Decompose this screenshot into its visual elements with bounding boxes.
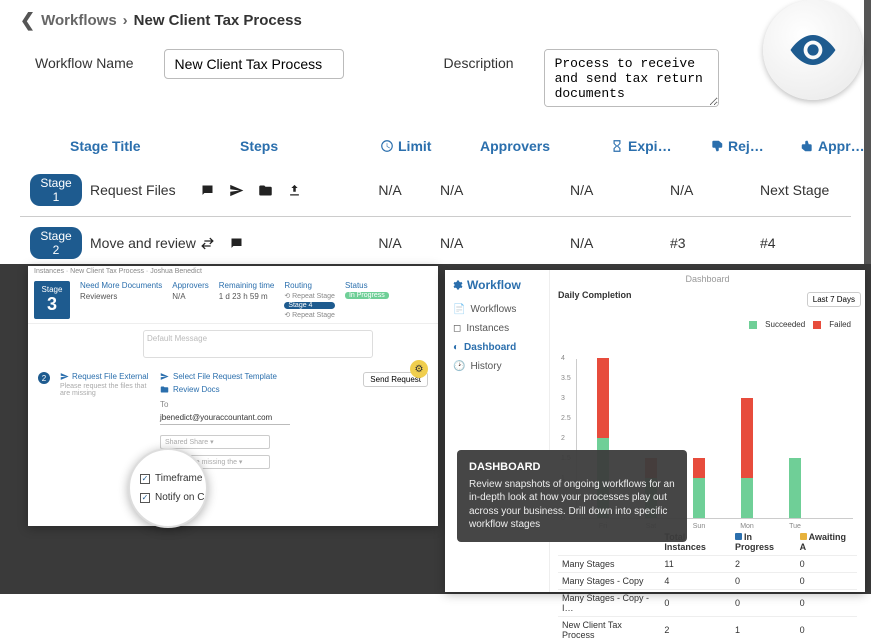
col-approve[interactable]: Appr… (800, 138, 871, 154)
nav-instances[interactable]: ◻ Instances (451, 319, 543, 338)
preview-eye-bubble[interactable] (763, 0, 863, 100)
stage-row[interactable]: Stage 1Request FilesN/AN/AN/AN/ANext Sta… (20, 164, 851, 217)
send-icon (229, 183, 244, 198)
to-email-field[interactable]: jbenedict@youraccountant.com (160, 411, 290, 425)
col-steps[interactable]: Steps (240, 138, 380, 154)
step-icons (200, 183, 340, 198)
filter-last7-button[interactable]: Last 7 Days (807, 292, 861, 307)
send-icon (60, 372, 69, 381)
timeframe-checkbox[interactable]: ✓ (140, 474, 150, 484)
stage-approvers: N/A (440, 235, 570, 251)
stage-expires: N/A (570, 235, 670, 251)
col-stage-title[interactable]: Stage Title (70, 138, 240, 154)
nav-dashboard[interactable]: ◐ Dashboard (451, 338, 543, 357)
stage-reject: #3 (670, 235, 760, 251)
stage-approve: Next Stage (760, 182, 870, 198)
table-header: Awaiting A (796, 529, 857, 556)
stage-title: Move and review (90, 235, 200, 251)
upload-icon (287, 183, 302, 198)
legend-failed-swatch (813, 321, 821, 329)
clock-icon (380, 139, 394, 153)
stage-title: Request Files (90, 182, 200, 198)
magnify-options: ✓Timeframe ✓Notify on C (128, 448, 208, 528)
dashboard-nav: Workflow 📄 Workflows ◻ Instances ◐ Dashb… (445, 270, 550, 592)
detail-breadcrumb: Instances · New Client Tax Process · Jos… (28, 266, 438, 277)
hourglass-icon (610, 139, 624, 153)
status-badge: In Progress (345, 292, 389, 299)
workflow-name-input[interactable] (164, 49, 344, 79)
folder-icon (258, 183, 273, 198)
table-row[interactable]: Many Stages - Copy - I…000 (558, 590, 857, 617)
default-message-input[interactable]: Default Message (143, 330, 373, 358)
description-input[interactable]: Process to receive and send tax return d… (544, 49, 719, 107)
dashboard-tooltip: DASHBOARD Review snapshots of ongoing wo… (457, 450, 687, 542)
thumbs-up-icon (800, 139, 814, 153)
notify-checkbox[interactable]: ✓ (140, 493, 150, 503)
stage-row[interactable]: Stage 2Move and reviewN/AN/AN/A#3#4 (20, 217, 851, 270)
col-expires[interactable]: Expi… (610, 138, 710, 154)
stage-pill: Stage 1 (30, 174, 82, 206)
table-row[interactable]: New Client Tax Process210 (558, 617, 857, 643)
dashboard-header: Dashboard (558, 274, 857, 284)
eye-icon (790, 35, 836, 65)
detail-stage-name: Need More Documents (80, 281, 162, 290)
select-template-link[interactable]: Select File Request Template (173, 372, 277, 381)
breadcrumb-separator: › (123, 12, 128, 29)
comment-icon (229, 236, 244, 251)
nav-workflows[interactable]: 📄 Workflows (451, 300, 543, 319)
stage-grid-header: Stage Title Steps Limit Approvers Expi… … (20, 132, 851, 164)
stage-pill: Stage 2 (30, 227, 82, 259)
chart-legend: Succeeded Failed (558, 320, 857, 329)
nav-history[interactable]: 🕑 History (451, 357, 543, 376)
dashboard-panel: Workflow 📄 Workflows ◻ Instances ◐ Dashb… (445, 270, 865, 592)
stage-number-badge: Stage 3 (34, 281, 70, 319)
breadcrumb-current: New Client Tax Process (134, 12, 302, 29)
col-limit[interactable]: Limit (380, 138, 480, 154)
comment-icon (200, 183, 215, 198)
send-icon (160, 372, 169, 381)
share-dropdown[interactable]: Shared Share ▾ (160, 435, 270, 449)
instances-table: Total InstancesIn ProgressAwaiting A Man… (558, 529, 857, 643)
step-number-badge: 2 (38, 372, 50, 384)
breadcrumb: ❮ Workflows › New Client Tax Process (20, 10, 851, 31)
stage-expires: N/A (570, 182, 670, 198)
stage-limit: N/A (340, 182, 440, 198)
description-label: Description (444, 49, 514, 71)
stage-reject: N/A (670, 182, 760, 198)
thumbs-down-icon (710, 139, 724, 153)
legend-succeeded-swatch (749, 321, 757, 329)
request-file-label: Request File External (72, 372, 148, 381)
gear-icon (451, 279, 463, 291)
table-header: In Progress (731, 529, 796, 556)
folder-icon (160, 385, 169, 394)
review-docs-link[interactable]: Review Docs (173, 385, 220, 394)
col-approvers[interactable]: Approvers (480, 138, 610, 154)
gear-icon[interactable]: ⚙ (410, 360, 428, 378)
stage-approvers: N/A (440, 182, 570, 198)
workflow-name-label: Workflow Name (35, 49, 134, 71)
breadcrumb-root[interactable]: Workflows (41, 12, 117, 29)
stage-detail-panel: Instances · New Client Tax Process · Jos… (28, 266, 438, 526)
table-row[interactable]: Many Stages - Copy400 (558, 573, 857, 590)
step-icons (200, 236, 340, 251)
stage-limit: N/A (340, 235, 440, 251)
stage-approve: #4 (760, 235, 870, 251)
back-chevron-icon[interactable]: ❮ (20, 10, 35, 31)
col-reject[interactable]: Rej… (710, 138, 800, 154)
swap-icon (200, 236, 215, 251)
table-row[interactable]: Many Stages1120 (558, 556, 857, 573)
